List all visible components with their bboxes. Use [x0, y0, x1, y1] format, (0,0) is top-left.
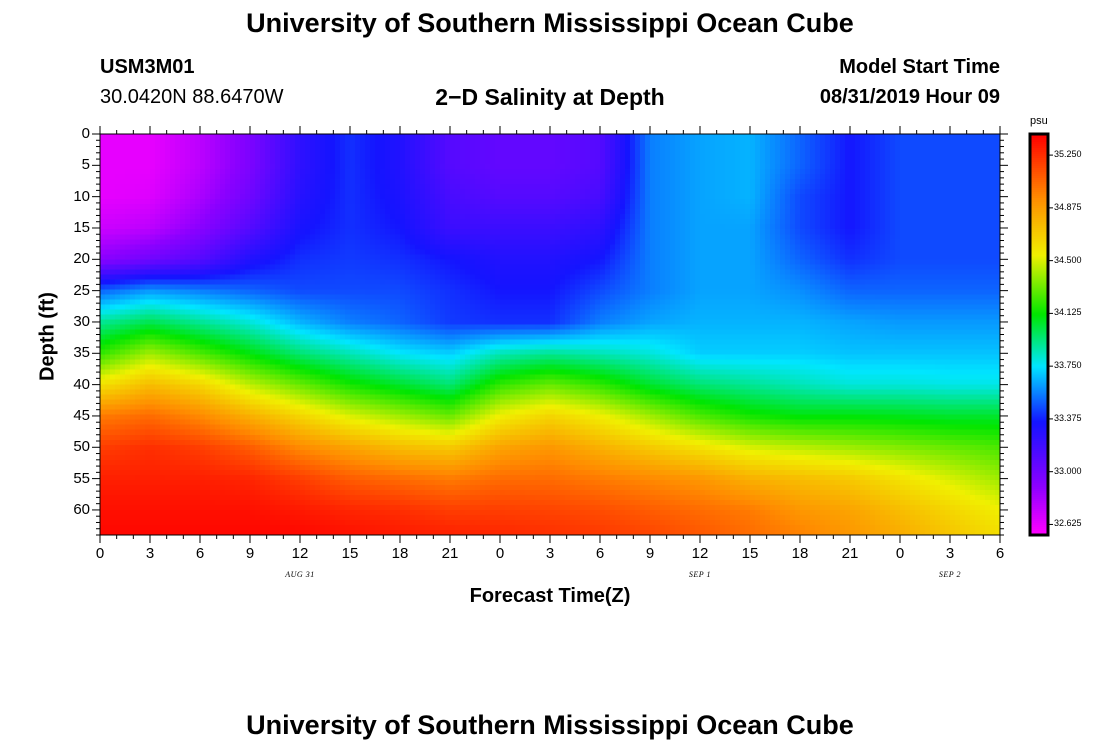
footer-title: University of Southern Mississippi Ocean…	[246, 710, 854, 740]
x-tick-label: 12	[691, 545, 709, 562]
colorbar-tick-label: 34.500	[1054, 254, 1082, 265]
y-tick-label: 60	[73, 500, 90, 518]
y-tick-label: 30	[73, 312, 90, 330]
x-tick-label: 18	[391, 545, 409, 562]
colorbar-tick-label: 34.875	[1054, 201, 1082, 212]
y-tick-label: 10	[73, 187, 90, 205]
station-id: USM3M01	[100, 56, 195, 78]
y-tick-label: 45	[73, 406, 90, 424]
x-tick-label: 21	[441, 545, 459, 562]
y-axis-ticks	[92, 133, 1008, 536]
colorbar-tick-label: 33.750	[1054, 360, 1082, 371]
salinity-heatmap	[100, 134, 1000, 535]
x-tick-label: 15	[341, 545, 359, 562]
model-start-value: 08/31/2019 Hour 09	[819, 86, 1000, 108]
date-label: AUG 31	[285, 570, 315, 579]
x-axis-ticks	[99, 126, 1001, 543]
x-tick-label: 15	[741, 545, 759, 562]
x-tick-label: 21	[841, 545, 859, 562]
y-tick-label: 5	[81, 156, 90, 174]
x-axis-label: Forecast Time(Z)	[469, 585, 631, 607]
x-tick-label: 0	[95, 545, 105, 562]
x-tick-label: 18	[791, 545, 809, 562]
colorbar-frame	[1028, 132, 1050, 537]
y-tick-label: 55	[73, 469, 90, 487]
x-tick-label: 3	[545, 545, 555, 562]
y-tick-label: 35	[73, 344, 90, 362]
colorbar-unit: psu	[1030, 115, 1048, 127]
x-tick-label: 9	[245, 545, 255, 562]
y-tick-label: 25	[73, 281, 90, 299]
y-axis-label: Depth (ft)	[36, 292, 59, 381]
page-title: University of Southern Mississippi Ocean…	[246, 8, 854, 38]
y-tick-label: 20	[73, 250, 90, 268]
colorbar-tick-label: 34.125	[1054, 307, 1082, 318]
colorbar-gradient	[1030, 134, 1048, 535]
x-tick-label: 6	[995, 545, 1005, 562]
y-tick-label: 0	[81, 125, 90, 142]
y-tick-label: 15	[73, 218, 90, 236]
plot-title: 2−D Salinity at Depth	[435, 84, 665, 110]
colorbar-tick-label: 35.250	[1054, 149, 1082, 160]
x-tick-label: 6	[595, 545, 605, 562]
x-tick-label: 9	[645, 545, 655, 562]
date-label: SEP 2	[938, 570, 962, 579]
colorbar-tick-label: 33.000	[1054, 465, 1082, 476]
x-tick-label: 0	[495, 545, 505, 562]
x-tick-label: 3	[945, 545, 955, 562]
plot-frame	[99, 133, 1001, 536]
date-label: SEP 1	[688, 570, 712, 579]
x-tick-label: 0	[895, 545, 905, 562]
x-tick-label: 12	[291, 545, 309, 562]
x-tick-label: 6	[195, 545, 205, 562]
model-start-label: Model Start Time	[839, 56, 1000, 78]
y-tick-label: 40	[73, 375, 90, 393]
colorbar-tick-label: 33.375	[1054, 412, 1082, 423]
y-tick-label: 50	[73, 438, 90, 456]
x-tick-label: 3	[145, 545, 155, 562]
station-coords: 30.0420N 88.6470W	[100, 86, 284, 108]
colorbar-tick-label: 32.625	[1054, 518, 1082, 529]
